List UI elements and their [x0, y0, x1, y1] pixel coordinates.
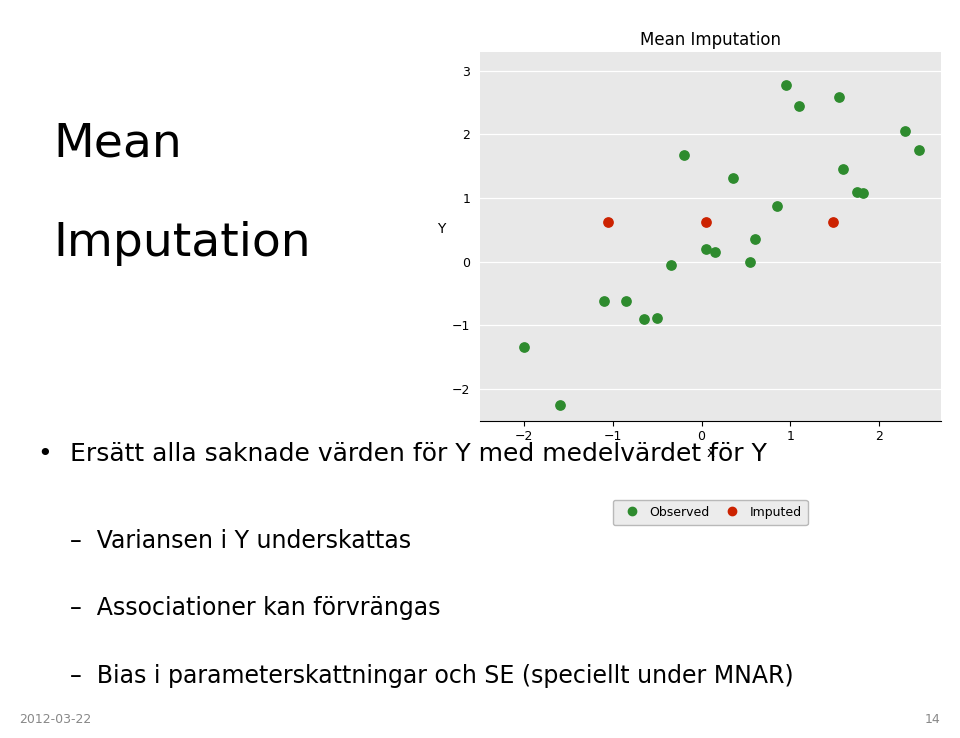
Point [516, 342, 532, 354]
Point [769, 200, 784, 212]
Point [676, 149, 691, 161]
X-axis label: x: x [707, 446, 714, 461]
Point [552, 399, 567, 410]
Text: Mean: Mean [53, 122, 181, 167]
Point [708, 246, 723, 258]
Point [618, 295, 634, 307]
Text: Imputation: Imputation [53, 221, 311, 266]
Point [650, 311, 665, 323]
Y-axis label: Y: Y [437, 222, 445, 236]
Point [778, 79, 793, 91]
Point [849, 186, 864, 198]
Point [825, 216, 840, 228]
Text: –  Variansen i Y underskattas: – Variansen i Y underskattas [70, 529, 411, 553]
Point [747, 233, 762, 245]
Point [698, 243, 713, 255]
Point [791, 100, 806, 111]
Text: Ersätt alla saknade värden för Y med medelvärdet för Y: Ersätt alla saknade värden för Y med med… [70, 442, 767, 466]
Point [601, 216, 616, 228]
Text: –  Bias i parameterskattningar och SE (speciellt under MNAR): – Bias i parameterskattningar och SE (sp… [70, 663, 794, 688]
Point [743, 255, 758, 267]
Point [855, 187, 871, 199]
Point [835, 163, 851, 175]
Text: •: • [37, 442, 53, 466]
Point [911, 145, 926, 156]
Point [725, 172, 740, 184]
Point [898, 125, 913, 137]
Title: Mean Imputation: Mean Imputation [640, 31, 780, 49]
Legend: Observed, Imputed: Observed, Imputed [613, 500, 807, 525]
Text: 14: 14 [925, 713, 941, 726]
Point [831, 92, 847, 103]
Point [662, 259, 678, 271]
Text: –  Associationer kan förvrängas: – Associationer kan förvrängas [70, 596, 441, 621]
Point [596, 295, 612, 307]
Point [636, 313, 652, 325]
Text: 2012-03-22: 2012-03-22 [19, 713, 91, 726]
Point [698, 216, 713, 228]
